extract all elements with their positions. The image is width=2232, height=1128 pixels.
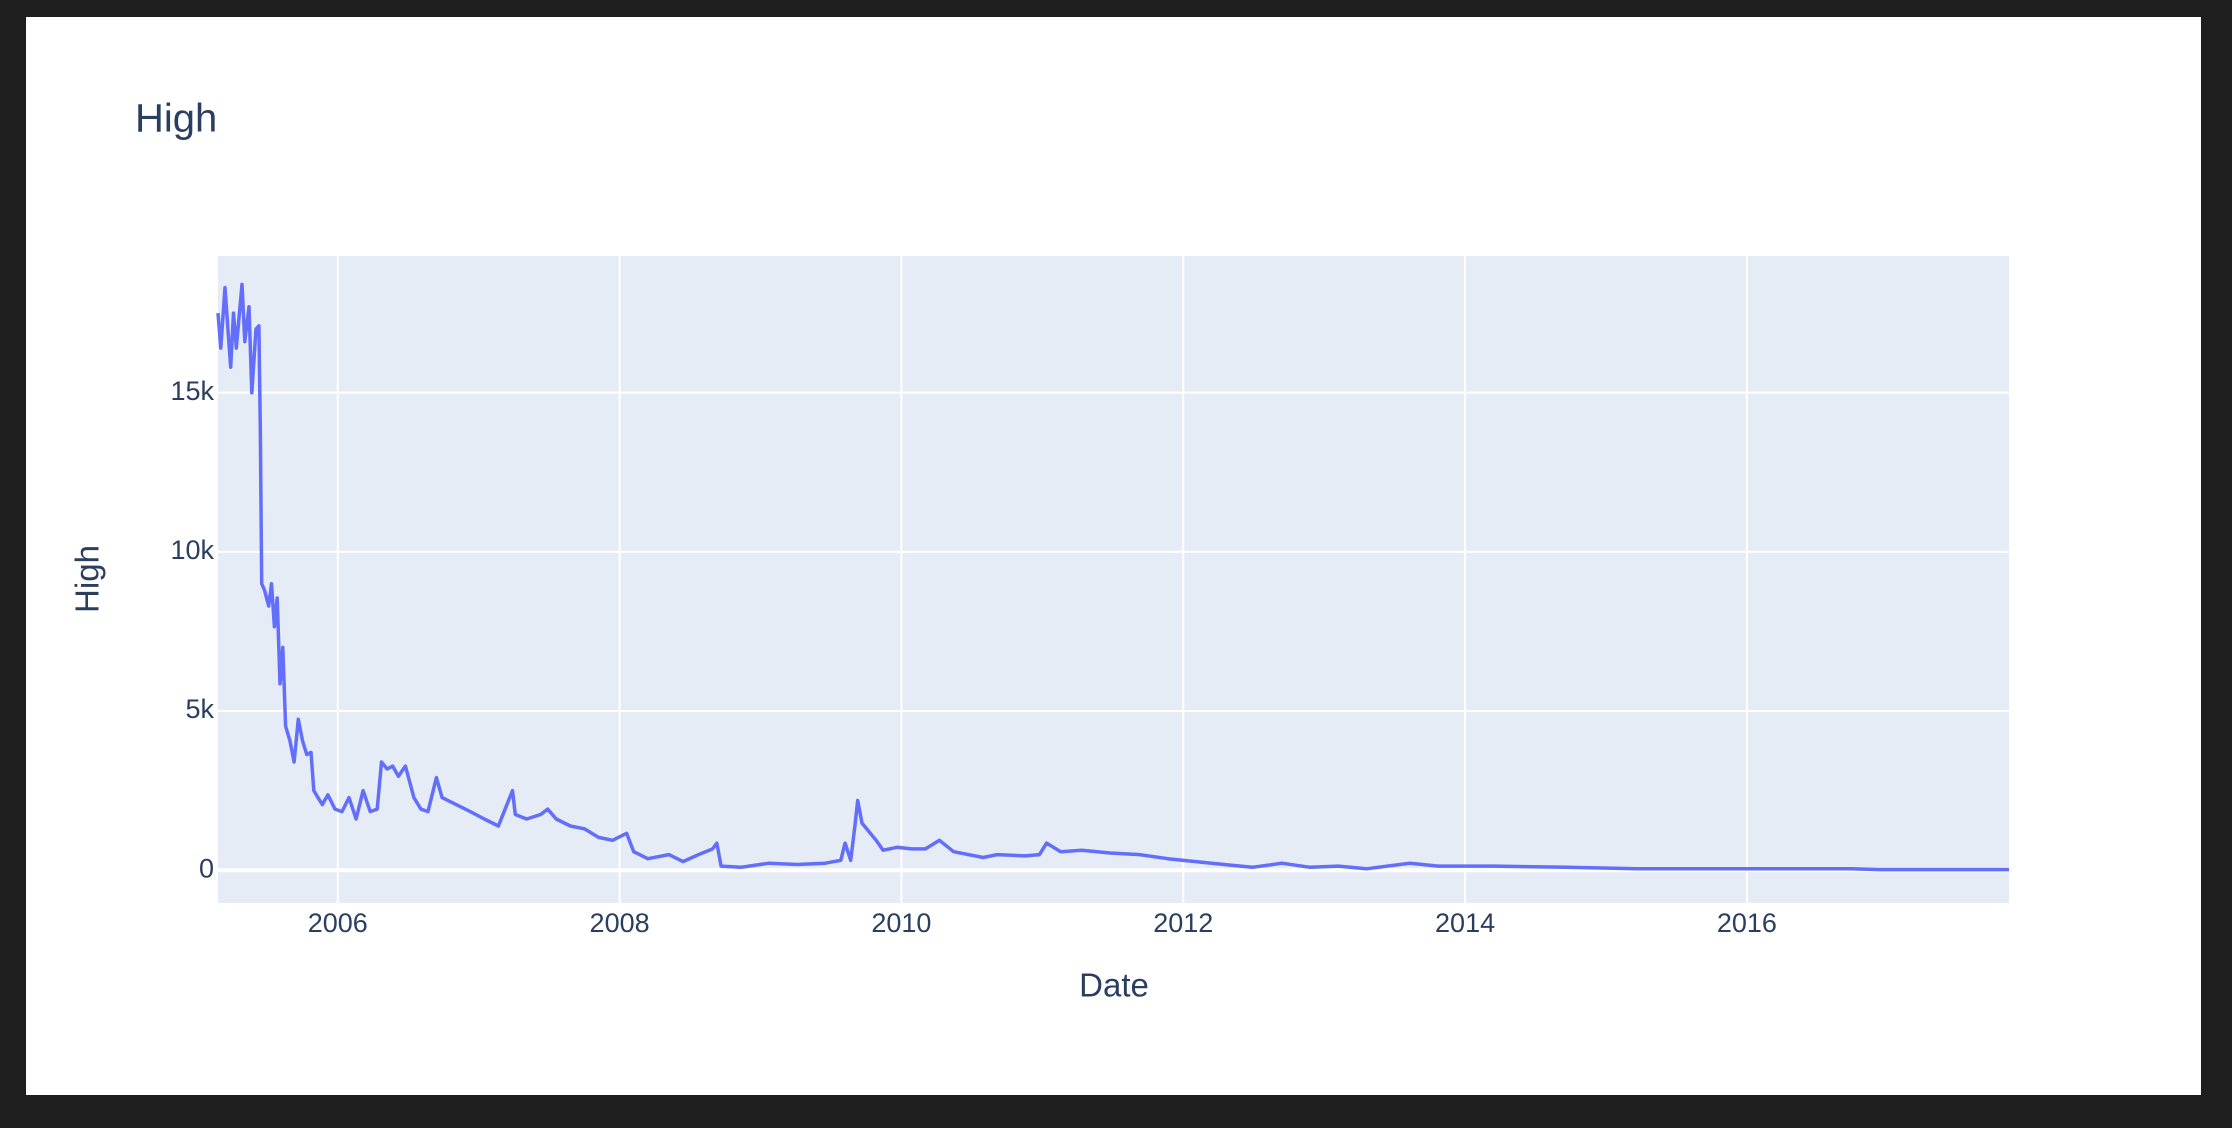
y-axis-title: High: [69, 545, 106, 613]
y-tick-label: 10k: [170, 535, 214, 565]
x-tick-label: 2008: [590, 908, 650, 938]
x-axis-title: Date: [1079, 967, 1149, 1004]
y-tick-label: 0: [199, 853, 214, 883]
x-tick-label: 2006: [308, 908, 368, 938]
x-tick-label: 2016: [1717, 908, 1777, 938]
x-tick-label: 2010: [871, 908, 931, 938]
line: [216, 282, 2009, 872]
plot-area: [218, 256, 2009, 903]
y-tick-label: 15k: [170, 376, 214, 406]
x-tick-label: 2014: [1435, 908, 1495, 938]
x-tick-label: 2012: [1153, 908, 1213, 938]
chart-title: High: [135, 97, 217, 141]
y-tick-label: 5k: [185, 694, 214, 724]
